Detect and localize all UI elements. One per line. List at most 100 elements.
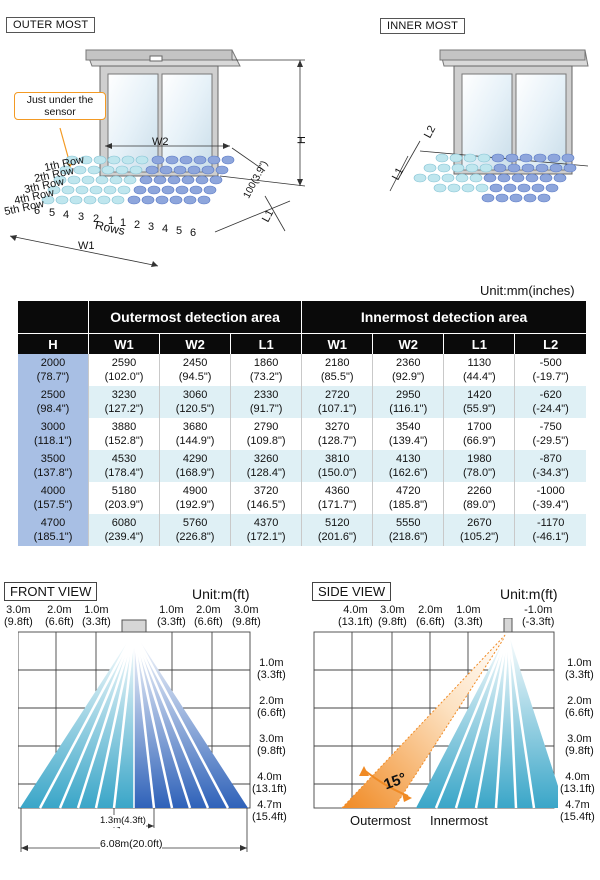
table-row: 4000 (157.5") 5180 (203.9") 4900 (192.9") 3… (18, 482, 586, 514)
outer-most-label: OUTER MOST (6, 17, 96, 33)
row-number: 5 (176, 225, 183, 237)
table-cell: 2590 (102.0") (87, 354, 160, 386)
table-cell: 6080 (239.4") (87, 514, 160, 546)
col-header-outer-l1: L1 (230, 333, 302, 354)
table-cell: 3680 (144.9") (159, 418, 231, 450)
front-view-unit: Unit:m(ft) (192, 586, 250, 602)
front-top-label: 2.0m (6.6ft) (45, 604, 74, 628)
table-cell: 4700 (185.1") (18, 514, 89, 546)
front-right-label: 4.7m (15.4ft) (252, 799, 287, 823)
table-cell: 3060 (120.5") (159, 386, 231, 418)
table-cell: 5120 (201.6") (301, 514, 373, 546)
table-cell: 2180 (85.5") (301, 354, 373, 386)
table-cell: 4130 (162.6") (372, 450, 444, 482)
row-number: 6 (34, 205, 41, 217)
front-top-label: 1.0m (3.3ft) (82, 604, 111, 628)
side-right-label: 4.0m (13.1ft) (560, 771, 595, 795)
table-cell: -1000 (-39.4") (514, 482, 586, 514)
table-cell: 1420 (55.9") (443, 386, 515, 418)
front-total-width: 6.08m(20.0ft) (100, 838, 163, 850)
table-row: 3000 (118.1") 3880 (152.8") 3680 (144.9") 2… (18, 418, 586, 450)
dim-h: H (295, 136, 308, 144)
group-inner-header: Innermost detection area (301, 301, 586, 334)
row-number: 5 (49, 207, 56, 219)
group-outer-header: Outermost detection area (87, 301, 302, 334)
table-cell: 1700 (66.9") (443, 418, 515, 450)
table-corner (18, 301, 89, 334)
table-cell: 4720 (185.8") (372, 482, 444, 514)
row-number: 4 (162, 223, 169, 235)
outer-most-illustration (9, 49, 306, 267)
table-cell: 2720 (107.1") (301, 386, 373, 418)
table-cell: 5550 (218.6") (372, 514, 444, 546)
front-top-label: 2.0m (6.6ft) (194, 604, 223, 628)
table-row: 2500 (98.4") 3230 (127.2") 3060 (120.5") 23… (18, 386, 586, 418)
table-cell: -500 (-19.7") (514, 354, 586, 386)
table-cell: 4900 (192.9") (159, 482, 231, 514)
front-right-label: 2.0m (6.6ft) (257, 695, 286, 719)
row-number: 2 (134, 219, 141, 231)
table-cell: 2450 (94.5") (159, 354, 231, 386)
col-header-h: H (18, 333, 89, 354)
table-cell: 4530 (178.4") (87, 450, 160, 482)
side-right-label: 1.0m (3.3ft) (565, 657, 594, 681)
table-cell: 2260 (89.0") (443, 482, 515, 514)
dim-w2: W2 (152, 136, 169, 148)
side-view-diagram (313, 618, 558, 809)
side-right-label: 4.7m (15.4ft) (560, 799, 595, 823)
inner-most-illustration (389, 49, 589, 203)
side-view-title: SIDE VIEW (312, 582, 392, 601)
row-number: 2 (93, 213, 100, 225)
side-top-label: 4.0m (13.1ft) (338, 604, 373, 628)
table-cell: 3810 (150.0") (301, 450, 373, 482)
front-right-label: 1.0m (3.3ft) (257, 657, 286, 681)
table-row: 3500 (137.8") 4530 (178.4") 4290 (168.9") 3… (18, 450, 586, 482)
table-cell: -750 (-29.5") (514, 418, 586, 450)
col-header-inner-l2: L2 (514, 333, 586, 354)
table-cell: -870 (-34.3") (514, 450, 586, 482)
side-legend-inner: Innermost (430, 813, 488, 828)
table-cell: 2360 (92.9") (372, 354, 444, 386)
col-header-inner-l1: L1 (443, 333, 515, 354)
table-cell: -620 (-24.4") (514, 386, 586, 418)
table-cell: 4360 (171.7") (301, 482, 373, 514)
table-cell: 3500 (137.8") (18, 450, 89, 482)
side-top-label: -1.0m (-3.3ft) (522, 604, 555, 628)
side-right-label: 2.0m (6.6ft) (565, 695, 594, 719)
front-view-diagram (18, 619, 251, 809)
table-cell: 3260 (128.4") (230, 450, 302, 482)
row-number: 1 (120, 217, 127, 229)
table-cell: 3270 (128.7") (301, 418, 373, 450)
table-cell: 3000 (118.1") (18, 418, 89, 450)
col-header-inner-w2: W2 (372, 333, 444, 354)
side-top-label: 2.0m (6.6ft) (416, 604, 445, 628)
side-top-label: 3.0m (9.8ft) (378, 604, 407, 628)
row-number: 3 (78, 211, 85, 223)
row-number: 3 (148, 221, 155, 233)
table-cell: 4290 (168.9") (159, 450, 231, 482)
detection-area-table: Outermost detection area Innermost detec… (18, 301, 586, 546)
front-inner-width: 1.3m(4.3ft) (100, 815, 146, 827)
row-number: 4 (63, 209, 70, 221)
table-cell: 2790 (109.8") (230, 418, 302, 450)
side-top-label: 1.0m (3.3ft) (454, 604, 483, 628)
table-cell: -1170 (-46.1") (514, 514, 586, 546)
row-number: 6 (190, 227, 197, 239)
row-number: 1 (108, 215, 115, 227)
dim-w1: W1 (78, 240, 95, 252)
table-cell: 4370 (172.1") (230, 514, 302, 546)
front-top-label: 3.0m (9.8ft) (4, 604, 33, 628)
table-cell: 2330 (91.7") (230, 386, 302, 418)
table-cell: 4000 (157.5") (18, 482, 89, 514)
side-view-unit: Unit:m(ft) (500, 586, 558, 602)
table-cell: 3540 (139.4") (372, 418, 444, 450)
table-cell: 2500 (98.4") (18, 386, 89, 418)
col-header-inner-w1: W1 (301, 333, 373, 354)
table-cell: 3720 (146.5") (230, 482, 302, 514)
table-cell: 5180 (203.9") (87, 482, 160, 514)
col-header-outer-w1: W1 (87, 333, 160, 354)
side-right-label: 3.0m (9.8ft) (565, 733, 594, 757)
table-cell: 2670 (105.2") (443, 514, 515, 546)
front-right-label: 4.0m (13.1ft) (252, 771, 287, 795)
front-top-label: 3.0m (9.8ft) (232, 604, 261, 628)
